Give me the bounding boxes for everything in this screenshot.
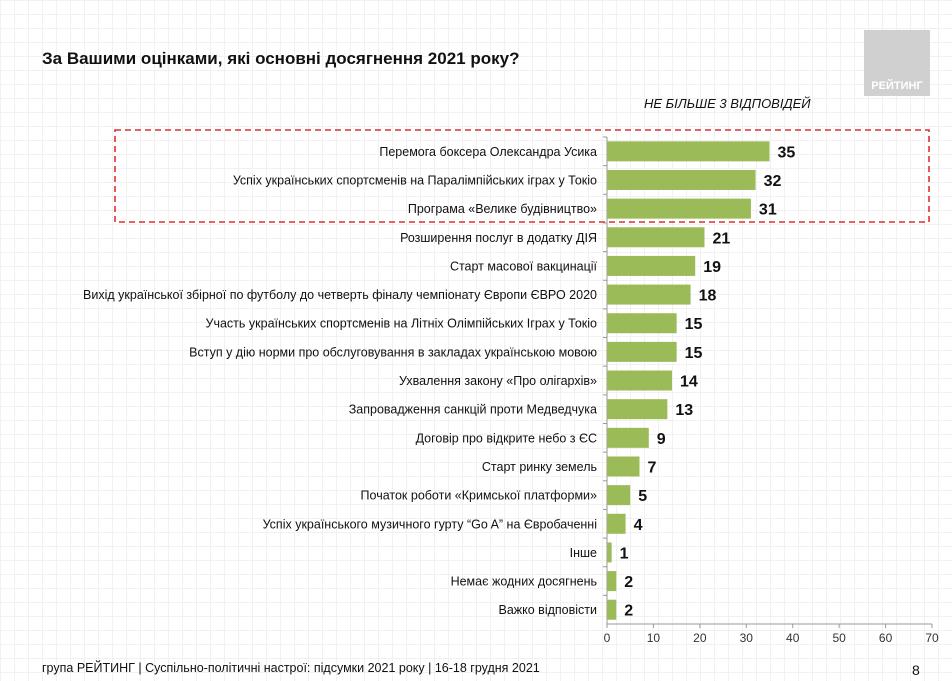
value-label: 15	[685, 316, 703, 333]
bar	[607, 513, 626, 534]
bar	[607, 141, 770, 162]
bar	[607, 456, 640, 477]
bar	[607, 198, 751, 219]
highlight-box	[114, 129, 930, 223]
category-label: Ухвалення закону «Про олігархів»	[399, 374, 597, 388]
x-tick-label: 20	[693, 631, 707, 645]
bar	[607, 571, 617, 592]
x-tick-label: 10	[647, 631, 661, 645]
category-label: Старт масової вакцинації	[450, 259, 598, 273]
value-label: 7	[648, 459, 657, 476]
value-label: 5	[638, 488, 647, 505]
category-label: Початок роботи «Кримської платформи»	[361, 489, 598, 503]
x-tick-label: 70	[925, 631, 939, 645]
category-label: Інше	[570, 546, 597, 560]
rating-logo: РЕЙТИНГ	[864, 30, 930, 96]
page-number: 8	[912, 662, 920, 678]
value-label: 4	[634, 517, 643, 534]
value-label: 2	[624, 574, 633, 591]
category-label: Успіх українських спортсменів на Паралім…	[233, 173, 597, 187]
category-label: Розширення послуг в додатку ДІЯ	[400, 231, 597, 245]
bar	[607, 169, 756, 190]
bar	[607, 255, 696, 276]
value-label: 1	[620, 545, 629, 562]
x-tick-label: 40	[786, 631, 800, 645]
category-label: Успіх українського музичного гурту “Go A…	[263, 517, 597, 531]
category-label: Вихід української збірної по футболу до …	[83, 288, 597, 302]
value-label: 32	[764, 173, 782, 190]
bar	[607, 284, 691, 305]
bar	[607, 227, 705, 248]
logo-text: РЕЙТИНГ	[871, 80, 923, 92]
value-label: 13	[675, 402, 693, 419]
x-tick-label: 60	[879, 631, 893, 645]
bar	[607, 542, 612, 563]
bar	[607, 399, 668, 420]
category-label: Запровадження санкцій проти Медведчука	[349, 403, 597, 417]
x-tick-label: 0	[604, 631, 611, 645]
chart-title: За Вашими оцінками, які основні досягнен…	[42, 49, 520, 68]
value-label: 14	[680, 374, 698, 391]
bar	[607, 599, 617, 620]
category-label: Старт ринку земель	[482, 460, 597, 474]
bar	[607, 370, 672, 391]
category-label: Участь українських спортсменів на Літніх…	[206, 317, 598, 331]
value-label: 31	[759, 202, 777, 219]
value-label: 35	[778, 144, 796, 161]
value-label: 15	[685, 345, 703, 362]
value-label: 21	[713, 230, 731, 247]
value-label: 2	[624, 603, 633, 620]
x-tick-label: 50	[832, 631, 846, 645]
category-label: Договір про відкрите небо з ЄС	[416, 431, 597, 445]
category-label: Програма «Велике будівництво»	[408, 202, 597, 216]
bar	[607, 427, 649, 448]
bar	[607, 313, 677, 334]
category-label: Важко відповісти	[499, 603, 598, 617]
value-label: 9	[657, 431, 666, 448]
bar	[607, 341, 677, 362]
value-label: 19	[703, 259, 721, 276]
category-label: Вступ у дію норми про обслуговування в з…	[189, 345, 597, 359]
x-tick-label: 30	[740, 631, 754, 645]
value-label: 18	[699, 288, 717, 305]
bar	[607, 485, 631, 506]
chart-note: НЕ БІЛЬШЕ 3 ВІДПОВІДЕЙ	[644, 96, 811, 111]
category-label: Перемога боксера Олександра Усика	[379, 145, 597, 159]
category-label: Немає жодних досягнень	[451, 575, 597, 589]
footer-text: група РЕЙТИНГ | Суспільно-політичні наст…	[42, 661, 540, 675]
